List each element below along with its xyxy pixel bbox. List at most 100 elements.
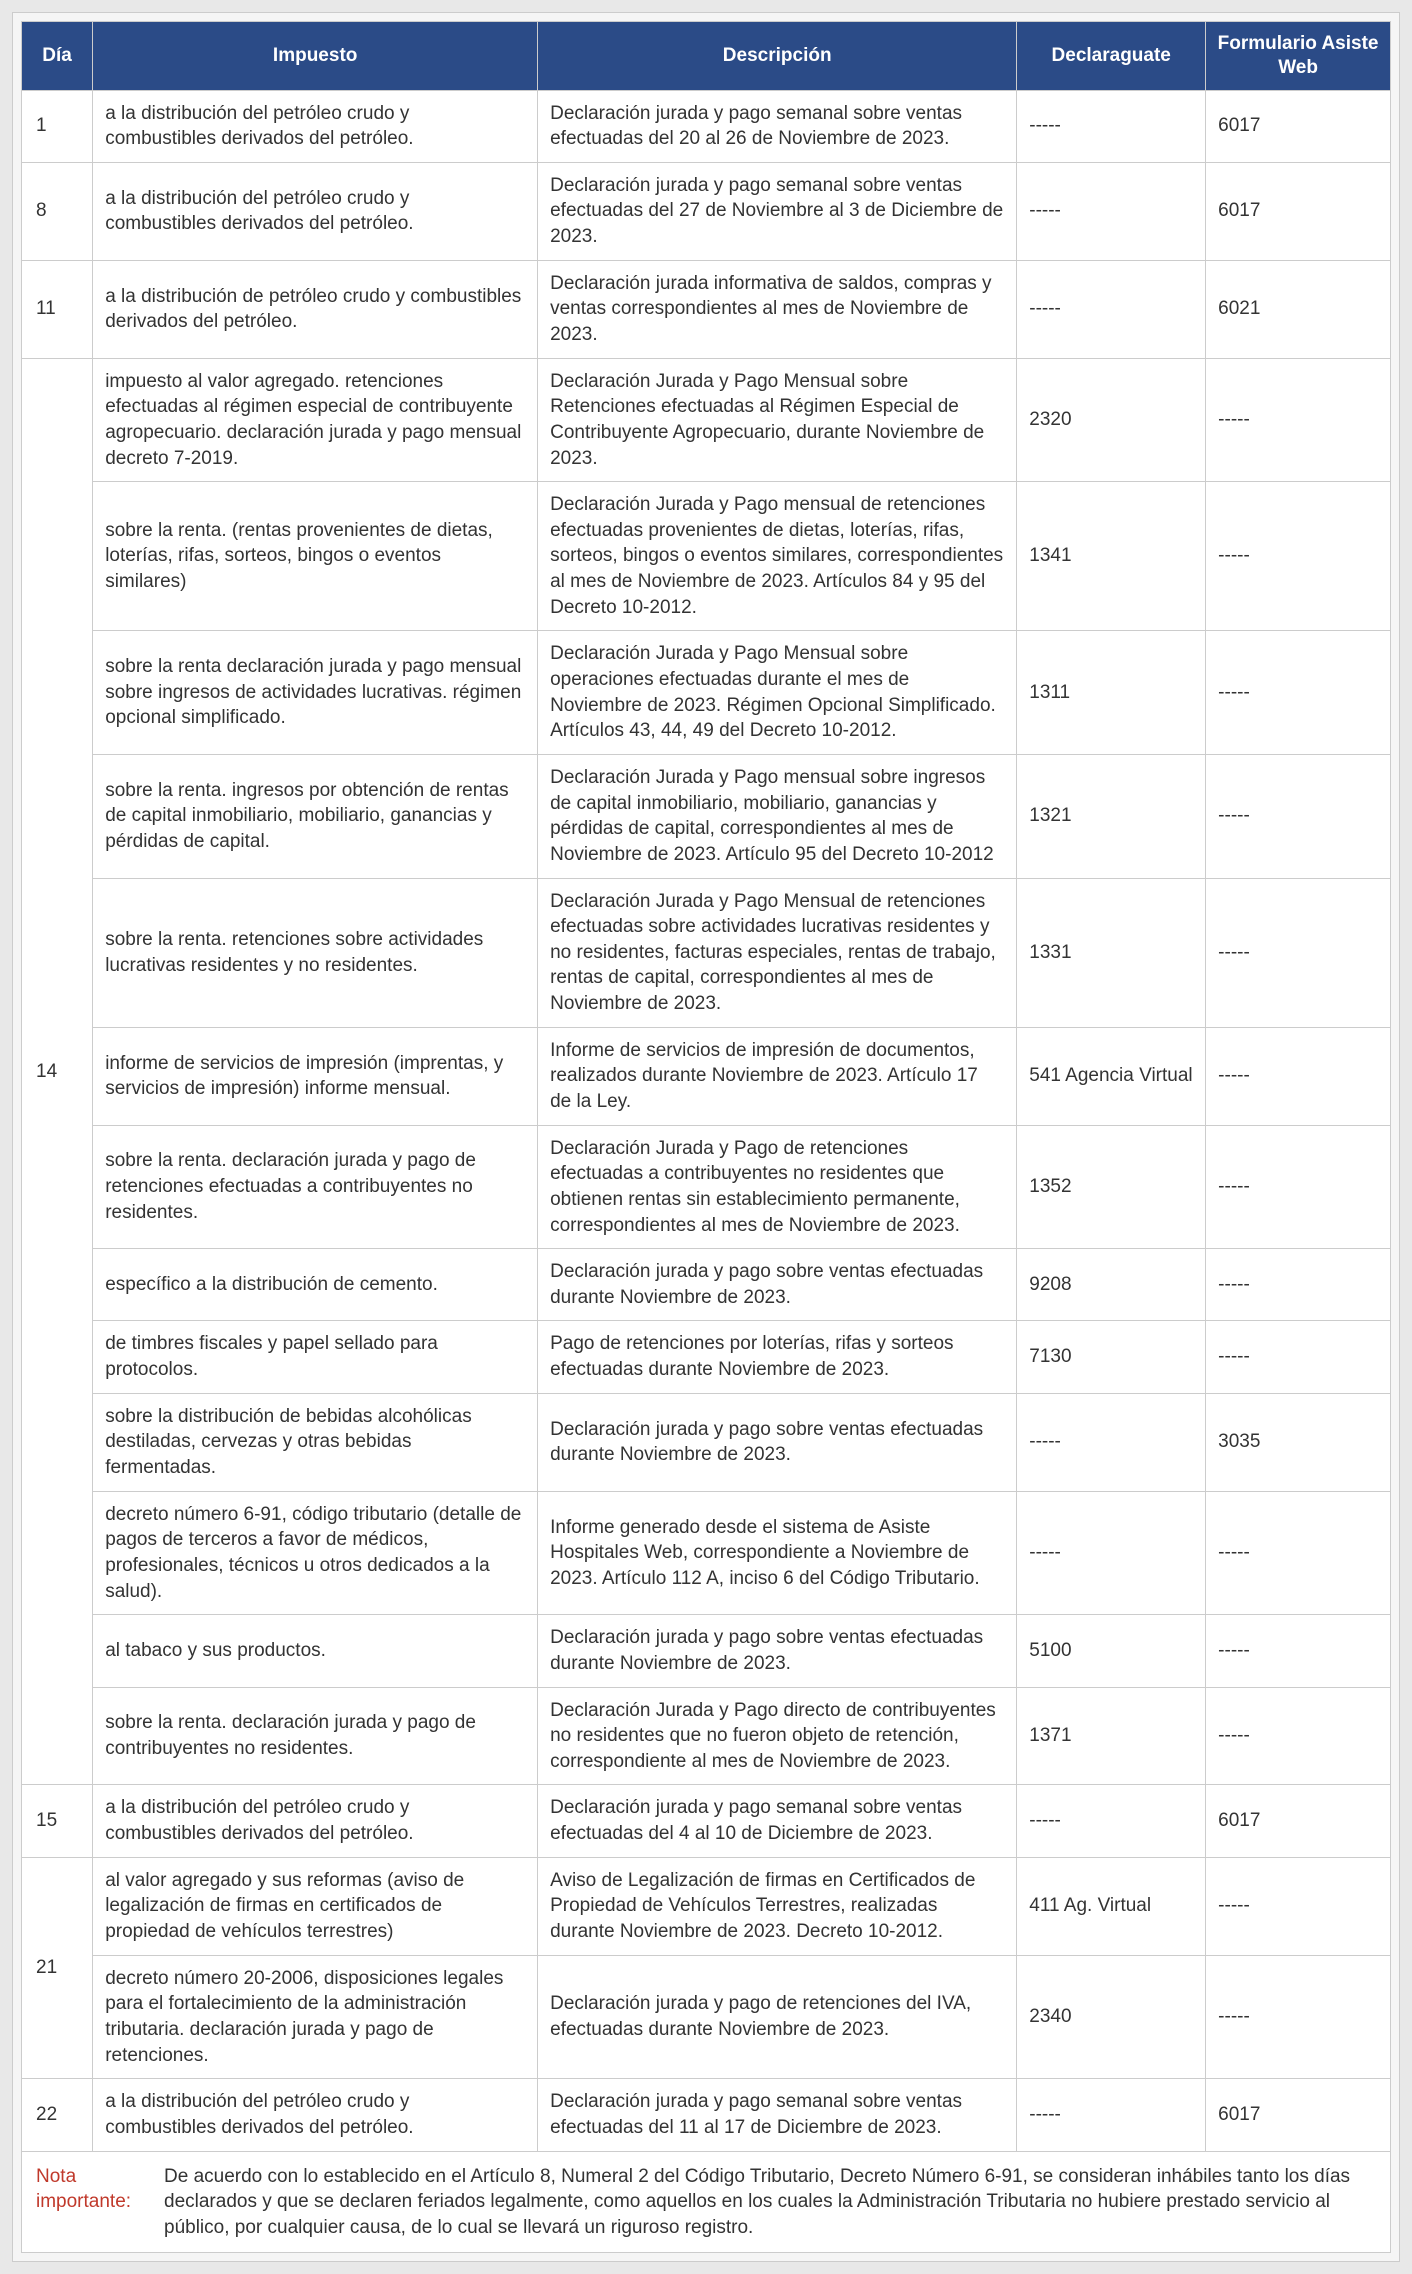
declaraguate-cell: ----- bbox=[1017, 1393, 1206, 1491]
table-row: sobre la renta. (rentas provenientes de … bbox=[22, 482, 1391, 631]
descripcion-cell: Informe generado desde el sistema de Asi… bbox=[538, 1491, 1017, 1615]
impuesto-cell: decreto número 6-91, código tributario (… bbox=[93, 1491, 538, 1615]
table-row: específico a la distribución de cemento.… bbox=[22, 1249, 1391, 1321]
impuesto-cell: a la distribución del petróleo crudo y c… bbox=[93, 1785, 538, 1857]
descripcion-cell: Declaración jurada y pago de retenciones… bbox=[538, 1955, 1017, 2079]
formulario-cell: 6017 bbox=[1206, 2079, 1391, 2151]
table-row: sobre la renta. retenciones sobre activi… bbox=[22, 878, 1391, 1027]
formulario-cell: ----- bbox=[1206, 1125, 1391, 1249]
declaraguate-cell: 9208 bbox=[1017, 1249, 1206, 1321]
formulario-cell: ----- bbox=[1206, 631, 1391, 755]
declaraguate-cell: 2320 bbox=[1017, 358, 1206, 482]
impuesto-cell: impuesto al valor agregado. retenciones … bbox=[93, 358, 538, 482]
table-row: al tabaco y sus productos.Declaración ju… bbox=[22, 1615, 1391, 1687]
table-row: 11a la distribución de petróleo crudo y … bbox=[22, 260, 1391, 358]
table-row: sobre la distribución de bebidas alcohól… bbox=[22, 1393, 1391, 1491]
formulario-cell: ----- bbox=[1206, 1615, 1391, 1687]
table-row: 15a la distribución del petróleo crudo y… bbox=[22, 1785, 1391, 1857]
day-cell: 1 bbox=[22, 90, 93, 162]
impuesto-cell: decreto número 20-2006, disposiciones le… bbox=[93, 1955, 538, 2079]
formulario-cell: ----- bbox=[1206, 482, 1391, 631]
declaraguate-cell: 1321 bbox=[1017, 754, 1206, 878]
impuesto-cell: específico a la distribución de cemento. bbox=[93, 1249, 538, 1321]
declaraguate-cell: 1331 bbox=[1017, 878, 1206, 1027]
formulario-cell: ----- bbox=[1206, 358, 1391, 482]
note-text: De acuerdo con lo establecido en el Artí… bbox=[164, 2164, 1376, 2241]
declaraguate-cell: 1311 bbox=[1017, 631, 1206, 755]
declaraguate-cell: ----- bbox=[1017, 1785, 1206, 1857]
descripcion-cell: Declaración Jurada y Pago directo de con… bbox=[538, 1687, 1017, 1785]
col-header-dia: Día bbox=[22, 22, 93, 91]
day-cell: 22 bbox=[22, 2079, 93, 2151]
day-cell: 8 bbox=[22, 162, 93, 260]
declaraguate-cell: 7130 bbox=[1017, 1321, 1206, 1393]
impuesto-cell: a la distribución del petróleo crudo y c… bbox=[93, 90, 538, 162]
header-row: Día Impuesto Descripción Declaraguate Fo… bbox=[22, 22, 1391, 91]
impuesto-cell: de timbres fiscales y papel sellado para… bbox=[93, 1321, 538, 1393]
declaraguate-cell: 541 Agencia Virtual bbox=[1017, 1027, 1206, 1125]
impuesto-cell: sobre la distribución de bebidas alcohól… bbox=[93, 1393, 538, 1491]
descripcion-cell: Declaración jurada y pago semanal sobre … bbox=[538, 1785, 1017, 1857]
descripcion-cell: Declaración Jurada y Pago Mensual sobre … bbox=[538, 358, 1017, 482]
declaraguate-cell: 5100 bbox=[1017, 1615, 1206, 1687]
impuesto-cell: sobre la renta. declaración jurada y pag… bbox=[93, 1125, 538, 1249]
col-header-descripcion: Descripción bbox=[538, 22, 1017, 91]
table-row: 8a la distribución del petróleo crudo y … bbox=[22, 162, 1391, 260]
descripcion-cell: Declaración Jurada y Pago mensual de ret… bbox=[538, 482, 1017, 631]
descripcion-cell: Declaración jurada informativa de saldos… bbox=[538, 260, 1017, 358]
table-container: Día Impuesto Descripción Declaraguate Fo… bbox=[12, 12, 1400, 2262]
day-cell: 11 bbox=[22, 260, 93, 358]
declaraguate-cell: 1371 bbox=[1017, 1687, 1206, 1785]
descripcion-cell: Declaración jurada y pago semanal sobre … bbox=[538, 90, 1017, 162]
formulario-cell: ----- bbox=[1206, 1491, 1391, 1615]
descripcion-cell: Declaración jurada y pago semanal sobre … bbox=[538, 162, 1017, 260]
descripcion-cell: Declaración Jurada y Pago mensual sobre … bbox=[538, 754, 1017, 878]
descripcion-cell: Declaración Jurada y Pago Mensual de ret… bbox=[538, 878, 1017, 1027]
table-body: 1a la distribución del petróleo crudo y … bbox=[22, 90, 1391, 2151]
table-row: de timbres fiscales y papel sellado para… bbox=[22, 1321, 1391, 1393]
declaraguate-cell: ----- bbox=[1017, 2079, 1206, 2151]
table-row: informe de servicios de impresión (impre… bbox=[22, 1027, 1391, 1125]
table-row: 1a la distribución del petróleo crudo y … bbox=[22, 90, 1391, 162]
formulario-cell: 6017 bbox=[1206, 90, 1391, 162]
impuesto-cell: al tabaco y sus productos. bbox=[93, 1615, 538, 1687]
impuesto-cell: sobre la renta. retenciones sobre activi… bbox=[93, 878, 538, 1027]
table-row: sobre la renta. declaración jurada y pag… bbox=[22, 1687, 1391, 1785]
tax-calendar-table: Día Impuesto Descripción Declaraguate Fo… bbox=[21, 21, 1391, 2253]
formulario-cell: ----- bbox=[1206, 1857, 1391, 1955]
descripcion-cell: Declaración jurada y pago sobre ventas e… bbox=[538, 1249, 1017, 1321]
day-cell: 14 bbox=[22, 358, 93, 1785]
impuesto-cell: sobre la renta. declaración jurada y pag… bbox=[93, 1687, 538, 1785]
formulario-cell: ----- bbox=[1206, 1955, 1391, 2079]
descripcion-cell: Declaración Jurada y Pago Mensual sobre … bbox=[538, 631, 1017, 755]
descripcion-cell: Aviso de Legalización de firmas en Certi… bbox=[538, 1857, 1017, 1955]
descripcion-cell: Pago de retenciones por loterías, rifas … bbox=[538, 1321, 1017, 1393]
note-cell: Nota importante: De acuerdo con lo estab… bbox=[22, 2151, 1391, 2253]
table-row: sobre la renta declaración jurada y pago… bbox=[22, 631, 1391, 755]
impuesto-cell: sobre la renta declaración jurada y pago… bbox=[93, 631, 538, 755]
table-row: sobre la renta. declaración jurada y pag… bbox=[22, 1125, 1391, 1249]
declaraguate-cell: ----- bbox=[1017, 90, 1206, 162]
formulario-cell: ----- bbox=[1206, 1321, 1391, 1393]
formulario-cell: ----- bbox=[1206, 878, 1391, 1027]
note-label: Nota importante: bbox=[36, 2164, 146, 2215]
formulario-cell: ----- bbox=[1206, 1027, 1391, 1125]
day-cell: 21 bbox=[22, 1857, 93, 2078]
table-row: 14impuesto al valor agregado. retencione… bbox=[22, 358, 1391, 482]
col-header-formulario: Formulario Asiste Web bbox=[1206, 22, 1391, 91]
descripcion-cell: Declaración jurada y pago sobre ventas e… bbox=[538, 1615, 1017, 1687]
declaraguate-cell: 1352 bbox=[1017, 1125, 1206, 1249]
formulario-cell: 6021 bbox=[1206, 260, 1391, 358]
impuesto-cell: al valor agregado y sus reformas (aviso … bbox=[93, 1857, 538, 1955]
table-row: sobre la renta. ingresos por obtención d… bbox=[22, 754, 1391, 878]
col-header-impuesto: Impuesto bbox=[93, 22, 538, 91]
formulario-cell: ----- bbox=[1206, 754, 1391, 878]
descripcion-cell: Informe de servicios de impresión de doc… bbox=[538, 1027, 1017, 1125]
formulario-cell: 6017 bbox=[1206, 1785, 1391, 1857]
note-row: Nota importante: De acuerdo con lo estab… bbox=[22, 2151, 1391, 2253]
impuesto-cell: a la distribución del petróleo crudo y c… bbox=[93, 162, 538, 260]
impuesto-cell: sobre la renta. ingresos por obtención d… bbox=[93, 754, 538, 878]
declaraguate-cell: 2340 bbox=[1017, 1955, 1206, 2079]
descripcion-cell: Declaración jurada y pago semanal sobre … bbox=[538, 2079, 1017, 2151]
descripcion-cell: Declaración jurada y pago sobre ventas e… bbox=[538, 1393, 1017, 1491]
